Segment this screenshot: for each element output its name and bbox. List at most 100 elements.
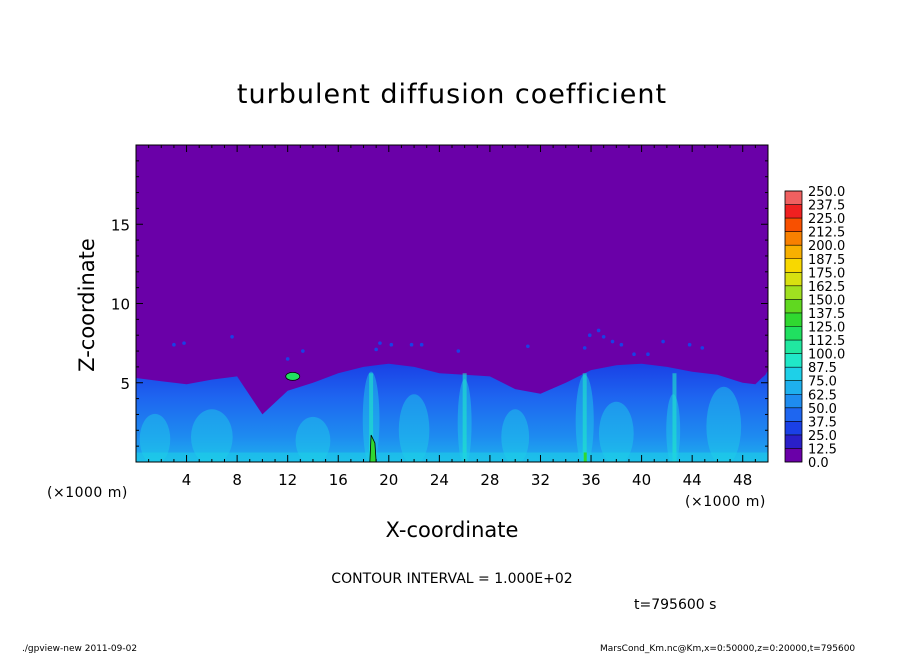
colorbar-label-18: 225.0 xyxy=(808,212,845,227)
y-tick-label-1: 10 xyxy=(111,296,130,314)
colorbar-label-6: 75.0 xyxy=(808,375,837,390)
colorbar-swatch-5 xyxy=(785,380,802,395)
colorbar-swatch-16 xyxy=(785,231,802,246)
blob-11 xyxy=(526,344,530,349)
blob-9 xyxy=(419,342,424,347)
colorbar-label-2: 25.0 xyxy=(808,429,837,444)
y-axis-ticks: 5 10 15 xyxy=(111,160,768,447)
chart-title: turbulent diffusion coefficient xyxy=(237,79,667,110)
colorbar-label-19: 237.5 xyxy=(808,199,845,214)
plume-1 xyxy=(190,409,233,462)
colorbar-swatch-11 xyxy=(785,299,802,313)
plume-9 xyxy=(501,409,530,462)
patch-green-2 xyxy=(285,372,301,381)
blob-17 xyxy=(619,342,624,347)
blob-12 xyxy=(582,346,587,350)
contour-interval: CONTOUR INTERVAL = 1.000E+02 xyxy=(331,571,572,587)
colorbar-swatch-3 xyxy=(785,407,802,422)
colorbar-swatch-7 xyxy=(785,353,802,368)
colorbar-label-12: 150.0 xyxy=(808,293,845,308)
blob-0 xyxy=(172,342,176,347)
colorbar-swatch-12 xyxy=(785,285,802,300)
plot-area xyxy=(135,144,769,463)
colorbar-swatch-1 xyxy=(785,434,802,449)
colorbar-label-13: 162.5 xyxy=(808,280,845,295)
plume-6 xyxy=(706,386,742,462)
blob-4 xyxy=(301,349,305,353)
colorbar-swatch-13 xyxy=(785,272,802,286)
updraft-3 xyxy=(672,373,677,462)
colorbar-label-7: 87.5 xyxy=(808,361,837,376)
patch-green-1 xyxy=(369,434,377,462)
colorbar-swatch-0 xyxy=(785,448,802,462)
y-tick-label-2: 15 xyxy=(111,216,130,234)
blob-3 xyxy=(285,357,290,361)
patch-green-3 xyxy=(583,452,587,462)
plume-8 xyxy=(398,394,430,462)
blob-14 xyxy=(601,334,606,339)
plume-7 xyxy=(295,416,331,462)
y-axis-label: Z-coordinate xyxy=(75,238,99,372)
time-label: t=795600 s xyxy=(634,597,716,613)
x-tick-label-0: 4 xyxy=(182,471,192,489)
blob-19 xyxy=(646,352,650,357)
colorbar-swatch-14 xyxy=(785,258,802,273)
x-tick-label-4: 20 xyxy=(379,471,398,489)
blob-20 xyxy=(661,339,665,344)
colorbar-label-17: 212.5 xyxy=(808,226,845,241)
colorbar-swatch-9 xyxy=(785,326,802,341)
colorbar-label-5: 62.5 xyxy=(808,388,837,403)
colorbar: 0.012.525.037.550.062.575.087.5100.0112.… xyxy=(784,185,845,471)
colorbar-label-0: 0.0 xyxy=(808,456,829,471)
x-tick-label-1: 8 xyxy=(232,471,242,489)
colorbar-label-20: 250.0 xyxy=(808,185,845,200)
colorbar-swatch-10 xyxy=(785,312,802,327)
blob-16 xyxy=(610,339,615,344)
updraft-0 xyxy=(369,373,374,462)
colorbar-label-11: 137.5 xyxy=(808,307,845,322)
blob-13 xyxy=(587,333,592,338)
blob-2 xyxy=(230,334,234,339)
updraft-1 xyxy=(462,373,467,462)
footer-right: MarsCond_Km.nc@Km,x=0:50000,z=0:20000,t=… xyxy=(600,644,855,654)
x-tick-label-9: 40 xyxy=(632,471,651,489)
blob-5 xyxy=(374,347,378,352)
x-unit-right: (×1000 m) xyxy=(685,494,766,510)
surface-layer xyxy=(136,452,768,462)
colorbar-swatch-18 xyxy=(785,204,802,219)
colorbar-label-10: 125.0 xyxy=(808,321,845,336)
colorbar-label-1: 12.5 xyxy=(808,442,837,457)
x-tick-label-6: 28 xyxy=(480,471,499,489)
colorbar-label-3: 37.5 xyxy=(808,415,837,430)
field-layer xyxy=(136,328,768,462)
x-axis-label: X-coordinate xyxy=(386,518,519,542)
colorbar-label-4: 50.0 xyxy=(808,402,837,417)
footer-left: ./gpview-new 2011-09-02 xyxy=(22,644,137,654)
plume-10 xyxy=(598,401,634,462)
blob-7 xyxy=(389,342,394,347)
boundary-layer xyxy=(136,363,768,462)
blob-1 xyxy=(182,341,186,345)
colorbar-swatch-19 xyxy=(785,191,802,205)
x-axis-ticks: 4 8 12 16 20 24 28 32 36 40 44 48 xyxy=(148,145,756,489)
colorbar-label-9: 112.5 xyxy=(808,334,845,349)
colorbar-swatch-17 xyxy=(785,218,802,232)
x-tick-label-3: 16 xyxy=(329,471,348,489)
updraft-2 xyxy=(582,373,587,462)
x-tick-label-2: 12 xyxy=(278,471,297,489)
blob-15 xyxy=(596,328,601,333)
colorbar-swatch-15 xyxy=(785,245,802,259)
colorbar-swatch-4 xyxy=(785,394,802,408)
x-tick-label-11: 48 xyxy=(733,471,752,489)
x-tick-label-7: 32 xyxy=(531,471,550,489)
x-tick-label-10: 44 xyxy=(683,471,702,489)
colorbar-label-14: 175.0 xyxy=(808,266,845,281)
blob-8 xyxy=(409,342,414,347)
colorbar-swatch-2 xyxy=(785,421,802,435)
colorbar-label-16: 200.0 xyxy=(808,239,845,254)
x-unit-left: (×1000 m) xyxy=(47,485,128,501)
colorbar-swatch-6 xyxy=(785,367,802,381)
colorbar-swatch-8 xyxy=(785,340,802,354)
colorbar-label-8: 100.0 xyxy=(808,348,845,363)
blob-21 xyxy=(687,342,692,347)
